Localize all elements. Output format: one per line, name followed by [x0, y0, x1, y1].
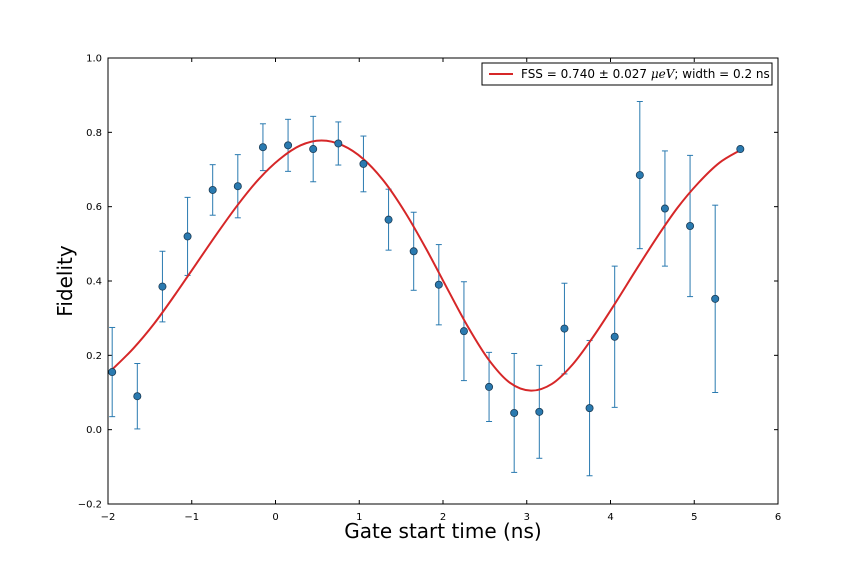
data-point — [409, 247, 418, 256]
data-point — [384, 215, 393, 224]
legend-entry-prefix: FSS = 0.740 — [521, 67, 599, 81]
x-tick-label: 6 — [775, 512, 781, 523]
data-point — [284, 141, 293, 150]
data-point — [133, 392, 142, 401]
y-tick-label: 0.6 — [86, 202, 102, 213]
axis-tick-labels: −2 −1 0 1 2 3 4 5 6 −0.2 0.0 0.2 0.4 0.6 0.8 1.0 — [78, 54, 781, 524]
y-tick-label: 0.0 — [86, 425, 102, 436]
data-point — [208, 185, 217, 194]
data-point — [434, 280, 443, 289]
data-point — [535, 407, 544, 416]
legend-entry-fit: FSS = 0.740 ± 0.027 μeV; width = 0.2 ns — [521, 67, 770, 81]
x-tick-label: 0 — [272, 512, 278, 523]
data-point — [711, 294, 720, 303]
data-point — [485, 382, 494, 391]
x-tick-label: 5 — [691, 512, 697, 523]
data-point — [585, 404, 594, 413]
fit-curve — [111, 139, 741, 392]
y-tick-label: 0.8 — [86, 128, 102, 139]
x-tick-label: 1 — [356, 512, 362, 523]
data-point — [183, 232, 192, 241]
data-point — [736, 145, 745, 154]
legend-entry-suffix: ; width = 0.2 ns — [674, 67, 769, 81]
x-tick-label: −2 — [101, 512, 116, 523]
data-point — [334, 139, 343, 148]
legend-entry-unit: μeV — [651, 67, 676, 81]
y-tick-label: −0.2 — [78, 500, 102, 511]
data-point — [610, 332, 619, 341]
y-tick-label: 0.2 — [86, 351, 102, 362]
data-points — [108, 139, 745, 417]
x-tick-label: −1 — [184, 512, 199, 523]
y-tick-label: 0.4 — [86, 277, 102, 288]
data-point — [560, 324, 569, 333]
data-point — [158, 282, 167, 291]
plot-frame — [107, 57, 779, 505]
data-point — [309, 145, 318, 154]
x-tick-label: 3 — [524, 512, 530, 523]
legend: FSS = 0.740 ± 0.027 μeV; width = 0.2 ns — [481, 62, 773, 86]
data-point — [258, 143, 267, 152]
x-tick-label: 4 — [607, 512, 613, 523]
legend-entry-pm: ± — [599, 67, 609, 81]
data-point — [459, 327, 468, 336]
data-point — [359, 159, 368, 168]
data-point — [108, 368, 117, 377]
data-point — [635, 171, 644, 180]
data-point — [233, 182, 242, 191]
data-point — [686, 221, 695, 230]
data-point — [510, 408, 519, 417]
x-axis-title: Gate start time (ns) — [344, 519, 541, 543]
y-tick-label: 1.0 — [86, 54, 102, 65]
y-axis-title: Fidelity — [53, 245, 77, 317]
legend-entry-value: 0.027 — [609, 67, 651, 81]
x-tick-label: 2 — [440, 512, 446, 523]
data-point — [660, 204, 669, 213]
legend-box — [481, 62, 773, 86]
